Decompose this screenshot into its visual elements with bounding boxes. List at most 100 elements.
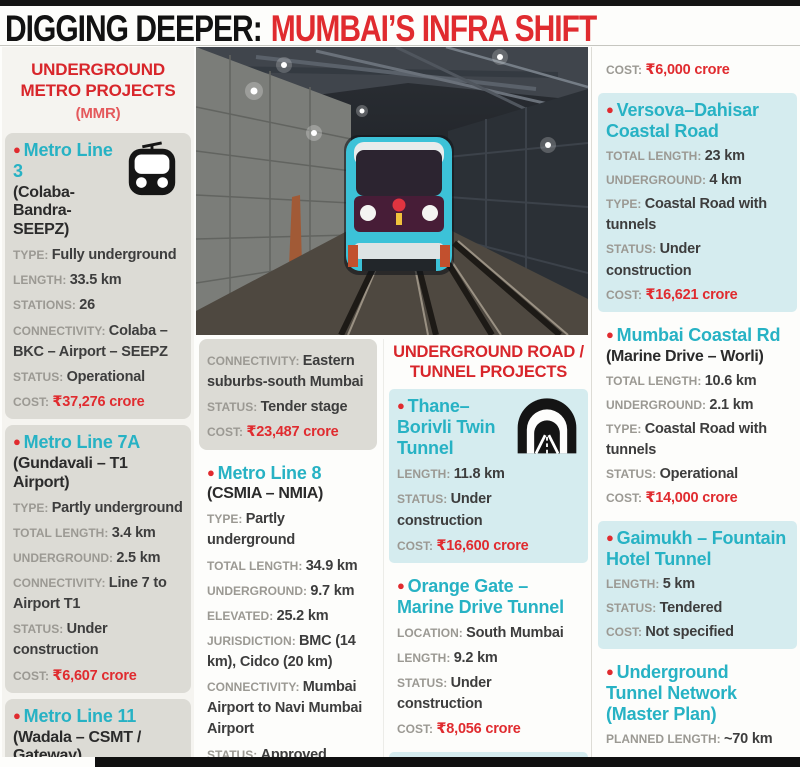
project-card: ● Mumbai Coastal Rd (Marine Drive – Worli)… xyxy=(598,318,797,516)
project-header: ● Metro Line 11 (Wadala – CSMT / Gateway) xyxy=(13,706,183,757)
data-row: STATUSUnder construction xyxy=(397,488,580,530)
project-name: ● Underground Tunnel Network (Master Plan… xyxy=(606,662,789,725)
top-border xyxy=(0,0,800,6)
project-name-text: Metro Line 8 xyxy=(217,462,322,483)
cost-value: ₹23,487 crore xyxy=(246,424,339,441)
bullet-icon: ● xyxy=(13,707,21,723)
data-row: TOTAL LENGTH23 km xyxy=(606,145,789,166)
project-subtitle: (Marine Drive – Worli) xyxy=(606,347,764,365)
row-label: COST xyxy=(606,625,645,639)
row-value: Colaba – BKC – Airport – SEEPZ xyxy=(13,322,168,360)
row-value: Mumbai Airport to Navi Mumbai Airport xyxy=(207,679,363,738)
row-label: TOTAL LENGTH xyxy=(13,526,112,540)
row-value: 2.5 km xyxy=(116,549,161,566)
data-row: COST₹14,000 crore xyxy=(606,487,789,508)
bullet-icon: ● xyxy=(606,326,614,342)
project-subtitle: (Wadala – CSMT / Gateway) xyxy=(13,728,141,757)
row-label: STATUS xyxy=(606,601,660,615)
project-subtitle: (CSMIA – NMIA) xyxy=(207,485,324,503)
cost-value: ₹6,000 crore xyxy=(645,62,730,78)
data-row: CONNECTIVITYLine 7 to Airport T1 xyxy=(13,572,183,614)
data-row: PLANNED LENGTH~70 km xyxy=(606,728,789,749)
data-row: COST₹8,056 crore xyxy=(397,718,580,739)
data-row: STATUSTendered xyxy=(606,597,789,618)
row-label: TOTAL LENGTH xyxy=(606,374,705,388)
title-divider xyxy=(0,45,800,46)
coastal-project-cards: COST₹6,000 crore●Versova–Dahisar Coastal… xyxy=(598,49,797,757)
data-row: LENGTH5 km xyxy=(606,573,789,594)
project-card: ●Goregaon–Mulund Link Road (GMLR) Tunnel… xyxy=(389,752,588,757)
project-name-block: ● Underground Tunnel Network (Master Plan… xyxy=(606,662,789,725)
project-name-block: ● Gaimukh – Fountain Hotel Tunnel xyxy=(606,528,789,570)
project-card: ●Metro Line 8(CSMIA – NMIA)TYPEPartly un… xyxy=(199,456,377,758)
cost-value: Not specified xyxy=(645,624,734,641)
project-subtitle: (Colaba-Bandra-SEEPZ) xyxy=(13,183,75,239)
data-row: ELEVATED25.2 km xyxy=(207,605,369,626)
data-row: COST₹6,607 crore xyxy=(13,665,183,686)
row-label: COST xyxy=(397,539,436,553)
row-label: CONNECTIVITY xyxy=(207,680,303,694)
row-label: CONNECTIVITY xyxy=(13,324,109,338)
tunnel-projects-header: UNDERGROUND ROAD / TUNNEL PROJECTS xyxy=(386,339,591,389)
project-subtitle: (Gundavali – T1 Airport) xyxy=(13,454,128,491)
row-value: 9.2 km xyxy=(453,649,498,666)
row-label: STATUS xyxy=(13,370,67,384)
project-name-text: Versova–Dahisar Coastal Road xyxy=(606,100,759,141)
project-card: ●Gaimukh – Fountain Hotel Tunnel LENGTH5 … xyxy=(598,521,797,650)
row-label: TYPE xyxy=(606,197,645,211)
page-title: DIGGING DEEPER: MUMBAI’S INFRA SHIFT xyxy=(5,7,598,53)
cost-value: ₹37,276 crore xyxy=(52,393,145,410)
project-card: ●Metro Line 11(Wadala – CSMT / Gateway)T… xyxy=(5,698,191,757)
row-label: TOTAL LENGTH xyxy=(207,559,306,573)
row-value: 26 xyxy=(79,297,95,314)
project-name-text: Metro Line 3 xyxy=(13,139,113,181)
coastal-projects-column: COST₹6,000 crore●Versova–Dahisar Coastal… xyxy=(591,47,799,757)
data-row: LENGTH11.8 km xyxy=(397,463,580,484)
row-label: COST xyxy=(13,669,52,683)
row-value: South Mumbai xyxy=(466,624,564,641)
data-row: TOTAL LENGTH10.6 km xyxy=(606,370,789,391)
row-label: UNDERGROUND xyxy=(207,584,310,598)
project-name-block: ● Mumbai Coastal Rd (Marine Drive – Worli) xyxy=(606,325,789,367)
project-name-block: ● Metro Line 11 (Wadala – CSMT / Gateway) xyxy=(13,706,183,757)
cost-value: ₹16,600 crore xyxy=(436,537,529,554)
bullet-icon: ● xyxy=(207,464,215,480)
metro-project-cards: ●Metro Line 3(Colaba-Bandra-SEEPZ)TYPEFu… xyxy=(2,132,194,757)
title-highlight: MUMBAI’S INFRA SHIFT xyxy=(270,9,598,50)
project-card: ●Thane–Borivli Twin Tunnel LENGTH11.8 km S… xyxy=(389,389,588,563)
project-header: ● Gaimukh – Fountain Hotel Tunnel xyxy=(606,528,789,570)
project-name: ● Metro Line 7A xyxy=(13,432,183,453)
data-row: COST₹6,000 crore xyxy=(606,59,789,80)
project-name-block: ● Metro Line 7A (Gundavali – T1 Airport) xyxy=(13,432,183,493)
title-prefix: DIGGING DEEPER: xyxy=(5,9,263,50)
project-name-block: ● Metro Line 3 (Colaba-Bandra-SEEPZ) xyxy=(13,140,117,240)
data-row: STATUSApproved xyxy=(207,744,369,758)
data-row: STATUSUnder construction xyxy=(397,672,580,714)
row-label: STATUS xyxy=(13,622,67,636)
row-value: 3.4 km xyxy=(111,524,156,541)
row-value: Eastern suburbs-south Mumbai xyxy=(207,353,364,391)
row-value: Operational xyxy=(659,466,739,482)
project-name: ● Metro Line 8 xyxy=(207,463,369,484)
row-label: ELEVATED xyxy=(207,609,277,623)
data-row: COSTNot specified xyxy=(606,621,789,642)
data-row: UNDERGROUND4 km xyxy=(606,169,789,190)
row-value: Tender stage xyxy=(260,399,348,416)
project-card: ● Orange Gate – Marine Drive Tunnel LOCATI… xyxy=(389,569,588,746)
tunnel-project-cards: ●Thane–Borivli Twin Tunnel LENGTH11.8 km S… xyxy=(386,389,591,757)
metro-tunnel-photo xyxy=(196,47,588,335)
project-header: ● Underground Tunnel Network (Master Plan… xyxy=(606,662,789,725)
data-row: STATUSUnder construction xyxy=(13,618,183,660)
data-row: STATIONS26 xyxy=(13,294,183,315)
row-value: Under construction xyxy=(397,491,492,529)
data-row: TOTAL LENGTH3.4 km xyxy=(13,522,183,543)
row-label: CONNECTIVITY xyxy=(13,576,109,590)
data-row: STATUSTender stage xyxy=(207,396,369,417)
data-row: CONNECTIVITYMumbai Airport to Navi Mumba… xyxy=(207,676,369,739)
row-label: COST xyxy=(606,63,645,77)
row-label: COST xyxy=(397,722,436,736)
row-label: COST xyxy=(13,395,52,409)
row-value: 16 KM: Worli Sea Link–BKC–Airport Loop |… xyxy=(606,755,768,757)
project-name: ● Thane–Borivli Twin Tunnel xyxy=(397,396,510,459)
project-header: ● Versova–Dahisar Coastal Road xyxy=(606,100,789,142)
